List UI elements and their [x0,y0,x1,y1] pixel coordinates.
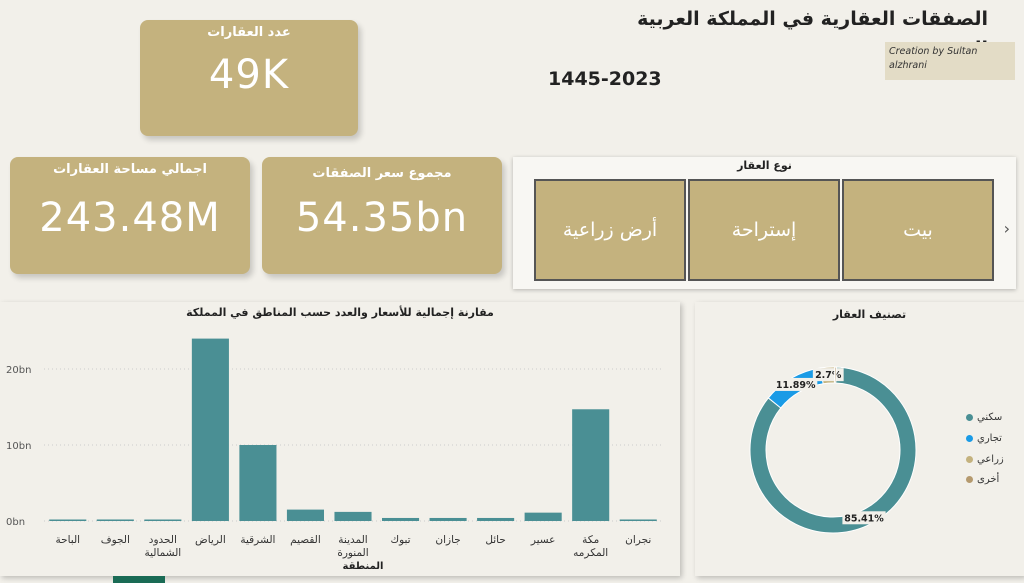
slicer-option-farm-land[interactable]: أرض زراعية [534,179,686,281]
bar[interactable] [144,519,182,522]
total-price-card: مجموع سعر الصفقات 54.35bn [262,157,502,274]
data-label: 2.7% [815,370,842,381]
x-tick-label: جازان [435,534,460,546]
legend-dot-icon [966,476,973,483]
x-tick-label: الباحة [55,534,80,546]
legend-item-sakani[interactable]: سكني [966,412,1002,423]
bar[interactable] [96,519,134,521]
data-label-bg [842,511,886,525]
x-tick-label: تبوك [390,534,410,546]
x-tick-label: القصيم [290,534,321,546]
donut-slice[interactable] [749,366,917,534]
bar[interactable] [572,409,610,521]
legend-dot-icon [966,414,973,421]
legend-dot-icon [966,456,973,463]
property-count-value: 49K [208,52,290,98]
credit-note: Creation by Sultan alzhrani [885,42,1015,80]
bar[interactable] [239,445,277,521]
property-count-label: عدد العقارات [207,25,291,40]
legend-item-ziraai[interactable]: زراعي [966,454,1004,465]
x-axis-label: المنطقة [343,561,384,572]
legend-dot-icon [966,435,973,442]
total-price-value: 54.35bn [295,195,469,241]
slicer-title: نوع العقار [737,159,792,172]
bar[interactable] [619,519,657,521]
x-tick-label: نجران [625,534,651,546]
bar[interactable] [381,517,420,521]
donut-slice[interactable] [833,366,837,384]
x-tick-label: المدينة [338,534,367,546]
legend-item-tijari[interactable]: تجاري [966,433,1002,444]
x-tick-label: الرياض [195,534,226,546]
x-tick-label: المنورة [337,547,368,559]
slicer-option-house[interactable]: بيت [842,179,994,281]
bar-chart-title: مقارنة إجمالية للأسعار والعدد حسب المناط… [186,306,494,319]
total-area-card: اجمالي مساحة العقارات 243.48M [10,157,250,274]
x-tick-label: الجوف [101,534,130,546]
y-tick-label: 10bn [6,441,31,452]
x-tick-label: الشرقية [240,534,275,546]
report-title-line2: 1445-2023 [548,68,662,90]
total-area-label: اجمالي مساحة العقارات [53,162,207,177]
x-tick-label: الشمالية [144,547,181,559]
data-label: 85.41% [844,513,884,524]
y-tick-label: 0bn [6,517,25,528]
bar-chart-panel: مقارنة إجمالية للأسعار والعدد حسب المناط… [0,302,680,576]
x-tick-label: المكرمه [573,547,608,559]
bar[interactable] [286,509,325,521]
slicer-option-rest-house[interactable]: إستراحة [688,179,840,281]
bar[interactable] [49,519,87,522]
y-tick-label: 20bn [6,365,31,376]
bar[interactable] [191,338,229,521]
total-price-label: مجموع سعر الصفقات [312,166,452,181]
bar[interactable] [429,517,467,521]
property-type-slicer: نوع العقار بيت إستراحة أرض زراعية › [513,157,1016,289]
page-tab-indicator[interactable] [113,576,165,583]
chevron-right-icon[interactable]: › [1003,219,1010,238]
data-label-bg [774,377,818,391]
property-count-card: عدد العقارات 49K [140,20,358,136]
bar[interactable] [334,511,372,521]
x-tick-label: حائل [485,534,506,546]
x-tick-label: الحدود [149,534,177,546]
donut-chart: 85.41% 11.89%2.7% [749,366,917,534]
bar[interactable] [524,512,562,521]
x-tick-label: مكة [582,534,599,546]
legend-item-other[interactable]: أخرى [966,474,999,485]
data-label: 11.89% [776,380,816,391]
bar[interactable] [477,517,515,521]
x-tick-label: عسير [530,534,556,546]
total-area-value: 243.48M [39,195,221,241]
donut-chart-title: تصنيف العقار [832,308,907,321]
